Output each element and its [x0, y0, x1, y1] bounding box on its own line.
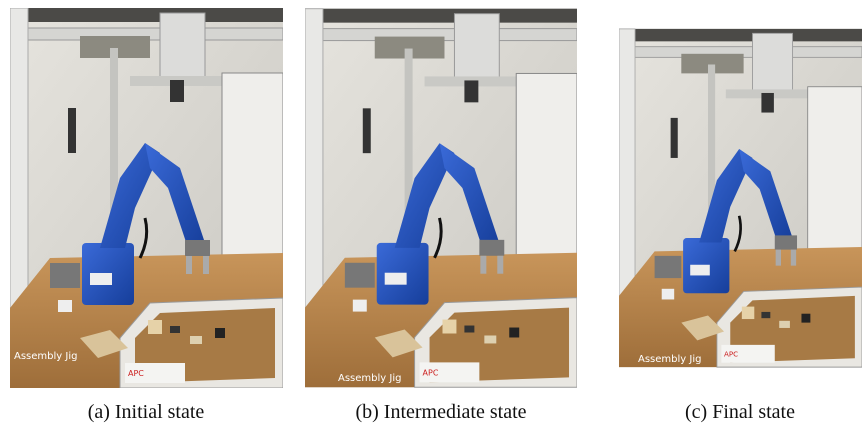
- photo: [10, 8, 283, 388]
- caption: (b) Intermediate state: [355, 401, 526, 423]
- caption: (c) Final state: [685, 401, 795, 423]
- photo-label: Assembly Jig: [638, 354, 701, 365]
- caption: (a) Initial state: [88, 401, 205, 423]
- photo-label: Assembly Jig: [338, 373, 401, 384]
- panel-b: Assembly Jig (b) Intermediate state: [305, 9, 577, 423]
- panel-c: Assembly Jig (c) Final state: [619, 29, 862, 423]
- figure: APC Assembly Jig (a) Initial state Assem…: [0, 0, 867, 429]
- photo: [305, 9, 577, 388]
- panel-a: Assembly Jig (a) Initial state: [10, 8, 283, 423]
- photo: [619, 29, 862, 367]
- photo-label: Assembly Jig: [14, 351, 77, 362]
